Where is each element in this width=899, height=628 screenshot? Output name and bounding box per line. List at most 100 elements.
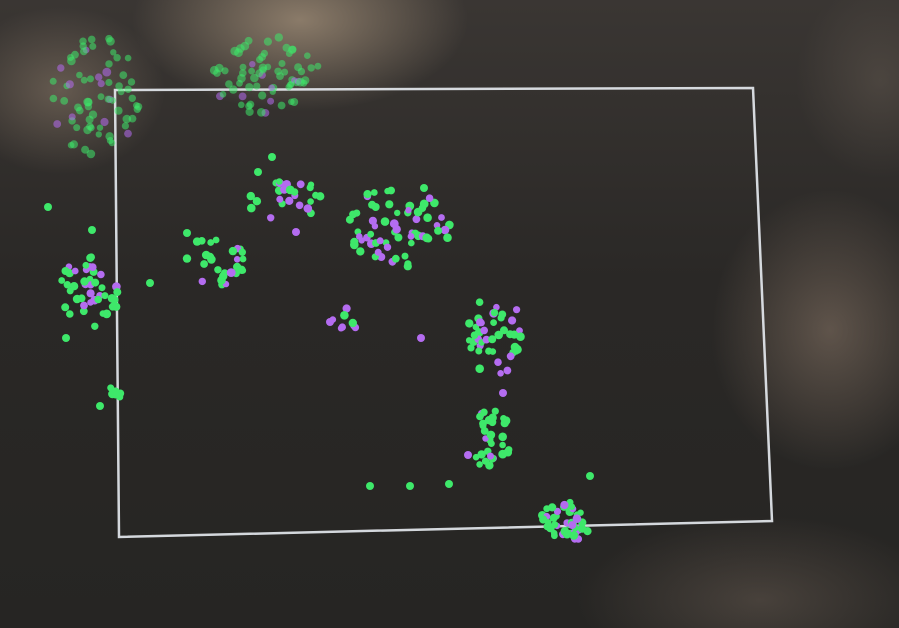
green-dot xyxy=(86,253,95,262)
green-dot xyxy=(239,255,247,263)
green-dot xyxy=(98,284,106,292)
green-dot xyxy=(237,74,246,83)
green-dot xyxy=(569,531,579,540)
green-dot xyxy=(234,48,243,58)
green-dot xyxy=(104,95,112,103)
green-dot xyxy=(248,67,256,75)
green-dot xyxy=(73,124,81,132)
green-dot xyxy=(282,43,291,52)
green-dot xyxy=(404,260,412,268)
green-dot xyxy=(96,402,104,410)
purple-dot xyxy=(506,352,515,361)
green-dot xyxy=(385,200,394,209)
purple-dot xyxy=(268,84,275,92)
green-dot xyxy=(316,192,325,201)
frame-rectangle xyxy=(113,86,774,539)
green-dot xyxy=(105,34,113,43)
green-dot xyxy=(475,364,485,374)
purple-dot xyxy=(95,73,103,81)
green-dot xyxy=(475,347,483,355)
green-dot xyxy=(207,239,215,246)
green-dot xyxy=(219,91,227,98)
purple-dot xyxy=(97,80,105,88)
purple-dot xyxy=(383,243,392,251)
green-dot xyxy=(113,54,121,62)
green-dot xyxy=(304,52,311,59)
green-dot xyxy=(257,108,266,117)
green-dot xyxy=(225,80,233,88)
green-dot xyxy=(408,239,415,247)
green-dot xyxy=(514,346,522,354)
green-dot xyxy=(443,233,452,242)
purple-dot xyxy=(572,514,582,523)
purple-dot xyxy=(267,214,275,222)
green-dot xyxy=(213,69,221,77)
green-dot xyxy=(488,440,495,447)
green-dot xyxy=(84,98,93,107)
green-dot xyxy=(95,131,103,138)
green-dot xyxy=(81,145,90,154)
green-dot xyxy=(489,348,497,355)
green-dot xyxy=(465,319,474,328)
dot-clusters xyxy=(44,33,594,543)
green-dot xyxy=(488,418,497,427)
green-dot xyxy=(494,330,504,340)
green-dot xyxy=(246,100,255,109)
purple-dot xyxy=(68,113,76,121)
green-dot xyxy=(371,203,380,211)
green-dot xyxy=(286,81,294,89)
purple-dot xyxy=(494,358,502,367)
purple-dot xyxy=(326,318,334,326)
green-dot xyxy=(363,190,372,199)
green-dot xyxy=(113,288,122,297)
purple-dot xyxy=(97,270,105,279)
green-dot xyxy=(49,77,57,85)
green-dot xyxy=(307,64,315,72)
green-dot xyxy=(239,267,247,274)
green-dot xyxy=(217,276,226,285)
green-dot xyxy=(420,184,428,192)
green-dot xyxy=(477,450,486,459)
green-dot xyxy=(82,261,90,269)
green-dot xyxy=(380,217,390,226)
purple-dot xyxy=(303,204,313,213)
green-dot xyxy=(260,49,268,58)
green-dot xyxy=(86,122,94,131)
green-dot xyxy=(306,184,314,192)
purple-dot xyxy=(226,268,236,277)
green-dot xyxy=(65,269,74,278)
purple-dot xyxy=(405,207,412,214)
green-dot xyxy=(297,67,306,76)
green-dot xyxy=(146,279,154,287)
green-dot xyxy=(394,209,401,217)
green-dot xyxy=(252,197,262,206)
green-dot xyxy=(546,523,555,533)
green-dot xyxy=(276,72,284,80)
green-dot xyxy=(278,60,286,67)
green-dot xyxy=(102,309,112,319)
green-dot xyxy=(247,203,256,213)
green-dot xyxy=(80,277,89,286)
purple-dot xyxy=(503,366,512,375)
purple-dot xyxy=(482,335,491,344)
purple-dot xyxy=(499,389,507,397)
green-dot xyxy=(78,294,86,303)
green-dot xyxy=(240,41,250,51)
purple-dot xyxy=(464,451,472,459)
purple-dot xyxy=(374,248,382,256)
green-dot xyxy=(263,37,272,46)
green-dot xyxy=(498,432,508,442)
purple-dot xyxy=(476,318,485,327)
green-dot xyxy=(423,213,432,222)
purple-dot xyxy=(124,129,132,138)
green-dot xyxy=(285,185,295,195)
green-dot xyxy=(86,149,96,159)
green-dot xyxy=(394,233,403,242)
green-dot xyxy=(434,226,443,235)
purple-dot xyxy=(80,301,88,310)
green-dot xyxy=(480,408,488,416)
green-dot xyxy=(465,337,473,344)
green-dot xyxy=(66,310,74,318)
purple-dot xyxy=(233,255,241,263)
